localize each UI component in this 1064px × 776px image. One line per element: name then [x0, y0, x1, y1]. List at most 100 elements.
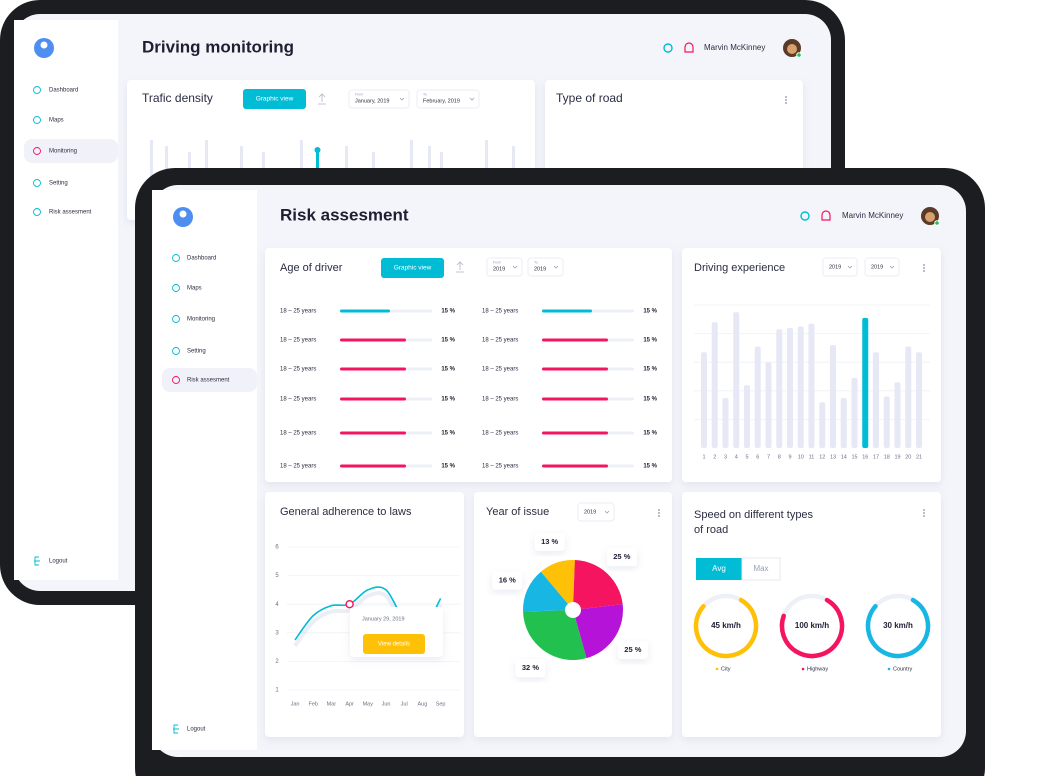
menu-icon: [33, 179, 41, 187]
more-dot[interactable]: [923, 512, 925, 514]
tab[interactable]: [741, 557, 781, 581]
menu-item[interactable]: Dashboard: [49, 88, 78, 94]
density-bar-bg: [240, 146, 243, 186]
settings-icon[interactable]: [800, 211, 810, 221]
bar: [851, 377, 858, 448]
row-label: 18 – 25 years: [482, 338, 518, 344]
sidebar: [152, 190, 257, 750]
more-dot[interactable]: [923, 270, 925, 272]
pie-label-box: [515, 659, 546, 678]
view-button-label[interactable]: Graphic view: [256, 96, 294, 103]
more-dot[interactable]: [785, 96, 787, 98]
panel-title: Age of driver: [280, 262, 343, 274]
dropdown-caret: [889, 265, 895, 269]
x-tick-label: 12: [819, 454, 825, 460]
x-tick-label: 8: [778, 454, 781, 460]
tab-label[interactable]: Avg: [712, 564, 726, 573]
menu-icon: [33, 116, 41, 124]
upload-icon[interactable]: [318, 93, 326, 105]
menu-item[interactable]: Risk assesment: [187, 378, 230, 384]
more-dot[interactable]: [923, 509, 925, 511]
more-dot[interactable]: [923, 267, 925, 269]
bell-icon[interactable]: [821, 210, 831, 221]
dropdown[interactable]: [527, 257, 564, 277]
panel-title: of road: [694, 524, 728, 536]
x-tick-label: Mar: [327, 701, 337, 707]
x-tick-label: Feb: [308, 701, 317, 707]
bar: [873, 352, 879, 448]
row-value: 15 %: [441, 464, 455, 470]
dropdown[interactable]: [822, 257, 858, 277]
bar: [894, 382, 901, 448]
gauge-value: 30 km/h: [883, 621, 913, 630]
bar: [787, 327, 793, 448]
x-tick-label: 20: [905, 454, 911, 460]
panel-title: General adherence to laws: [280, 506, 412, 518]
logout[interactable]: Logout: [187, 727, 206, 733]
tab-active[interactable]: [696, 558, 742, 580]
bell-icon[interactable]: [684, 42, 694, 53]
view-button[interactable]: [243, 89, 306, 109]
settings-icon[interactable]: [663, 43, 673, 53]
y-tick-label: 4: [275, 602, 279, 608]
y-tick-label: 3: [275, 630, 279, 636]
menu-icon: [172, 347, 180, 355]
user-name[interactable]: Marvin McKinney: [704, 43, 765, 52]
panel-title: Driving experience: [694, 262, 785, 274]
more-dot[interactable]: [658, 515, 660, 517]
row-value: 15 %: [441, 367, 455, 373]
tooltip-button[interactable]: [363, 634, 425, 654]
user-name[interactable]: Marvin McKinney: [842, 211, 903, 220]
pie-slice[interactable]: [523, 610, 587, 660]
pie-slice[interactable]: [523, 571, 573, 612]
more-dot[interactable]: [658, 509, 660, 511]
pie-slice[interactable]: [573, 604, 623, 659]
more-dot[interactable]: [923, 264, 925, 266]
legend-dot: [715, 667, 719, 671]
line-marker[interactable]: [345, 600, 354, 609]
tab-label[interactable]: Max: [753, 564, 768, 573]
menu-item[interactable]: Monitoring: [187, 317, 215, 323]
menu-item[interactable]: Risk assesment: [49, 210, 92, 216]
menu-item[interactable]: Maps: [49, 118, 64, 124]
x-tick-label: 14: [841, 454, 847, 460]
menu-item[interactable]: Setting: [187, 349, 206, 355]
menu-item[interactable]: Maps: [187, 286, 202, 292]
dropdown[interactable]: [486, 257, 523, 277]
logout[interactable]: Logout: [49, 559, 68, 565]
pie-slice[interactable]: [573, 560, 623, 610]
dropdown[interactable]: [348, 89, 410, 109]
dropdown[interactable]: [577, 502, 615, 522]
more-dot[interactable]: [658, 512, 660, 514]
menu-item[interactable]: Dashboard: [187, 256, 216, 262]
dropdown[interactable]: [416, 89, 480, 109]
dropdown[interactable]: [864, 257, 900, 277]
bar: [862, 317, 869, 448]
row-label: 18 – 25 years: [482, 431, 518, 437]
view-button-label[interactable]: Graphic view: [394, 265, 432, 272]
menu-item[interactable]: Monitoring: [49, 149, 77, 155]
row-value: 15 %: [643, 464, 657, 470]
bar: [819, 402, 826, 448]
dropdown-value: 2019: [534, 266, 546, 272]
more-dot[interactable]: [923, 515, 925, 517]
view-button[interactable]: [381, 258, 444, 278]
gauge-label: City: [721, 666, 731, 672]
row-label: 18 – 25 years: [482, 309, 518, 315]
upload-icon[interactable]: [456, 261, 464, 273]
x-tick-label: 11: [809, 454, 815, 460]
more-dot[interactable]: [785, 102, 787, 104]
pie-slice[interactable]: [540, 560, 575, 610]
dropdown-caret: [469, 97, 475, 101]
row-fill: [542, 431, 608, 435]
x-tick-label: Jan: [291, 701, 300, 707]
row-value: 15 %: [643, 397, 657, 403]
more-dot[interactable]: [785, 99, 787, 101]
x-tick-label: 4: [735, 454, 738, 460]
x-tick-label: Apr: [345, 701, 354, 707]
legend-dot: [887, 667, 891, 671]
tooltip-button-label[interactable]: View details: [378, 642, 410, 648]
menu-item[interactable]: Setting: [49, 181, 68, 187]
tooltip-date: January 29, 2019: [362, 616, 405, 622]
